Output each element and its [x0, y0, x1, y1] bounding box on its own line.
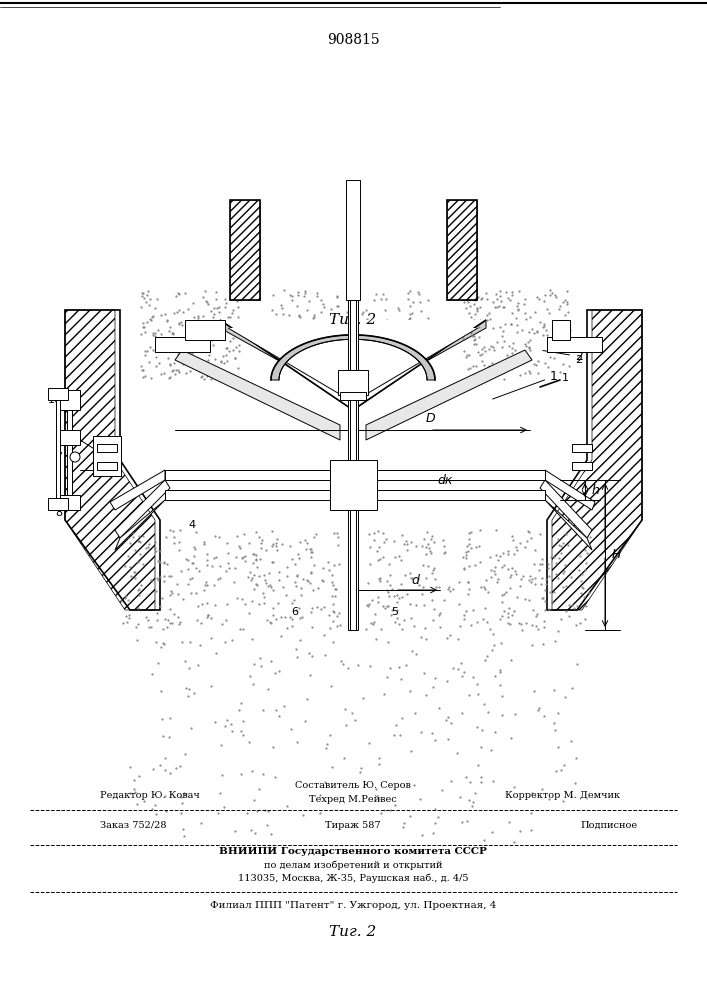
Bar — [346, 180, 360, 300]
Text: H: H — [612, 548, 621, 562]
Text: 8: 8 — [55, 508, 62, 518]
Bar — [552, 320, 570, 340]
Bar — [58, 430, 80, 445]
Bar — [447, 200, 477, 300]
Bar — [330, 460, 377, 510]
Text: 6: 6 — [291, 607, 298, 617]
Bar — [547, 337, 602, 352]
Polygon shape — [175, 350, 340, 440]
Polygon shape — [366, 490, 545, 500]
Bar — [97, 462, 117, 470]
Text: 1: 1 — [493, 370, 558, 399]
Bar — [67, 390, 72, 510]
Circle shape — [70, 452, 80, 462]
Polygon shape — [115, 500, 165, 550]
Bar — [56, 390, 60, 510]
Text: d: d — [411, 574, 419, 587]
Text: 3: 3 — [595, 337, 602, 347]
Text: Корректор М. Демчик: Корректор М. Демчик — [505, 790, 620, 800]
Bar — [48, 388, 68, 400]
Bar — [97, 444, 117, 452]
Text: 5: 5 — [392, 607, 399, 617]
Polygon shape — [366, 470, 545, 480]
Text: Τиг. 2: Τиг. 2 — [329, 925, 377, 939]
Text: 4: 4 — [189, 520, 196, 530]
Bar — [93, 436, 121, 476]
Bar — [572, 462, 592, 470]
Polygon shape — [165, 490, 340, 500]
Text: Редактор Ю. Ковач: Редактор Ю. Ковач — [100, 790, 200, 800]
Text: 908815: 908815 — [327, 33, 380, 47]
Text: Τиг. 2: Τиг. 2 — [329, 313, 377, 327]
Polygon shape — [547, 310, 642, 610]
Polygon shape — [228, 328, 478, 402]
Polygon shape — [220, 320, 486, 410]
Text: 9: 9 — [55, 430, 62, 440]
Polygon shape — [545, 470, 595, 510]
Polygon shape — [115, 480, 170, 538]
Polygon shape — [366, 350, 532, 440]
Text: D: D — [425, 412, 435, 425]
Text: 10: 10 — [48, 395, 62, 405]
Text: Составитель Ю. Серов: Составитель Ю. Серов — [295, 780, 411, 790]
Polygon shape — [110, 470, 165, 510]
Polygon shape — [540, 480, 592, 538]
Polygon shape — [65, 310, 160, 610]
Text: 1: 1 — [562, 373, 569, 383]
Bar — [185, 320, 225, 340]
Text: Филиал ППП "Патент" г. Ужгород, ул. Проектная, 4: Филиал ППП "Патент" г. Ужгород, ул. Прое… — [210, 900, 496, 910]
Polygon shape — [545, 500, 592, 550]
Text: 7: 7 — [55, 452, 62, 462]
Text: dк: dк — [438, 474, 452, 487]
Bar — [348, 300, 358, 630]
Bar — [58, 495, 80, 510]
Bar — [48, 498, 68, 510]
Polygon shape — [165, 470, 340, 480]
Polygon shape — [220, 320, 486, 410]
Polygon shape — [271, 335, 435, 380]
Text: по делам изобретений и открытий: по делам изобретений и открытий — [264, 860, 443, 870]
Text: Заказ 752/28: Заказ 752/28 — [100, 820, 167, 830]
Text: h: h — [592, 484, 600, 496]
Bar — [230, 200, 260, 300]
Text: 2: 2 — [575, 355, 582, 365]
Bar — [338, 370, 368, 395]
Bar — [572, 444, 592, 452]
Bar — [58, 390, 80, 410]
Text: ВНИИПИ Государственного комитета СССР: ВНИИПИ Государственного комитета СССР — [219, 848, 487, 856]
Bar — [155, 337, 210, 352]
Text: Техред М.Рейвес: Техред М.Рейвес — [309, 796, 397, 804]
Text: Подписное: Подписное — [580, 820, 637, 830]
Text: 2: 2 — [543, 350, 583, 363]
Text: 113035, Москва, Ж-35, Раушская наб., д. 4/5: 113035, Москва, Ж-35, Раушская наб., д. … — [238, 873, 468, 883]
Text: Тираж 587: Тираж 587 — [325, 820, 381, 830]
Bar — [340, 392, 366, 400]
